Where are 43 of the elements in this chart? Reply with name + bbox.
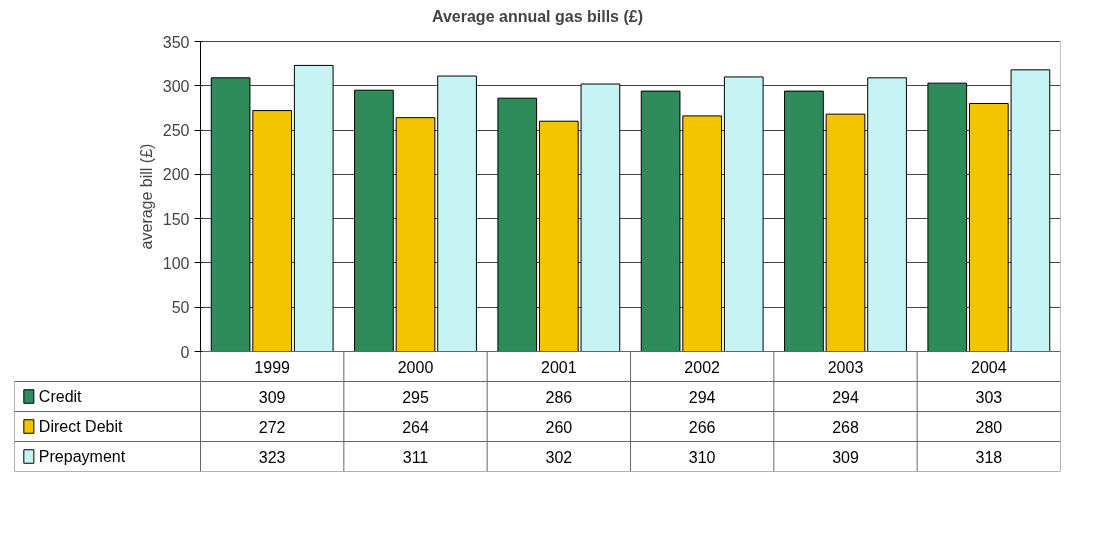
- data-label: 264: [402, 418, 429, 436]
- x-tick-label: 2001: [541, 358, 577, 376]
- chart-title: Average annual gas bills (£): [431, 7, 644, 25]
- y-tick-label: 250: [162, 122, 190, 140]
- data-label: 309: [832, 448, 859, 466]
- y-tick-label: 50: [171, 299, 190, 317]
- data-label: 309: [258, 388, 286, 406]
- y-tick-label: 300: [162, 77, 190, 95]
- bar: [723, 76, 764, 352]
- data-label: 266: [688, 418, 716, 436]
- data-label: 311: [402, 448, 429, 466]
- y-tick-label: 150: [162, 210, 190, 228]
- bar: [497, 97, 538, 352]
- data-label: 272: [258, 418, 286, 436]
- data-label: 323: [258, 448, 286, 466]
- y-tick-label: 200: [162, 166, 190, 184]
- legend-label: Direct Debit: [38, 418, 123, 435]
- bar: [354, 89, 394, 352]
- x-tick-label: 2002: [684, 358, 721, 376]
- data-label: 260: [545, 418, 573, 436]
- data-label: 268: [832, 418, 859, 436]
- y-axis-title: average bill (£): [137, 143, 155, 250]
- y-tick-label: 0: [180, 343, 190, 361]
- data-label: 286: [545, 388, 573, 406]
- x-tick-label: 2004: [971, 358, 1007, 376]
- bar: [927, 82, 968, 352]
- data-label: 295: [402, 388, 429, 406]
- data-label: 294: [832, 388, 859, 406]
- data-label: 302: [545, 448, 573, 466]
- data-label: 280: [975, 418, 1003, 436]
- legend-label: Prepayment: [38, 448, 126, 465]
- data-label: 303: [975, 388, 1003, 406]
- x-tick-label: 2003: [827, 358, 864, 376]
- bar: [784, 90, 824, 352]
- x-tick-label: 2000: [397, 358, 434, 376]
- y-tick-label: 100: [162, 254, 190, 272]
- legend-label: Credit: [38, 388, 83, 405]
- x-tick-label: 1999: [254, 358, 291, 376]
- data-label: 294: [688, 388, 716, 406]
- bar: [293, 64, 334, 352]
- data-label: 318: [975, 448, 1003, 466]
- y-tick-label: 350: [162, 33, 190, 51]
- data-label: 310: [688, 448, 716, 466]
